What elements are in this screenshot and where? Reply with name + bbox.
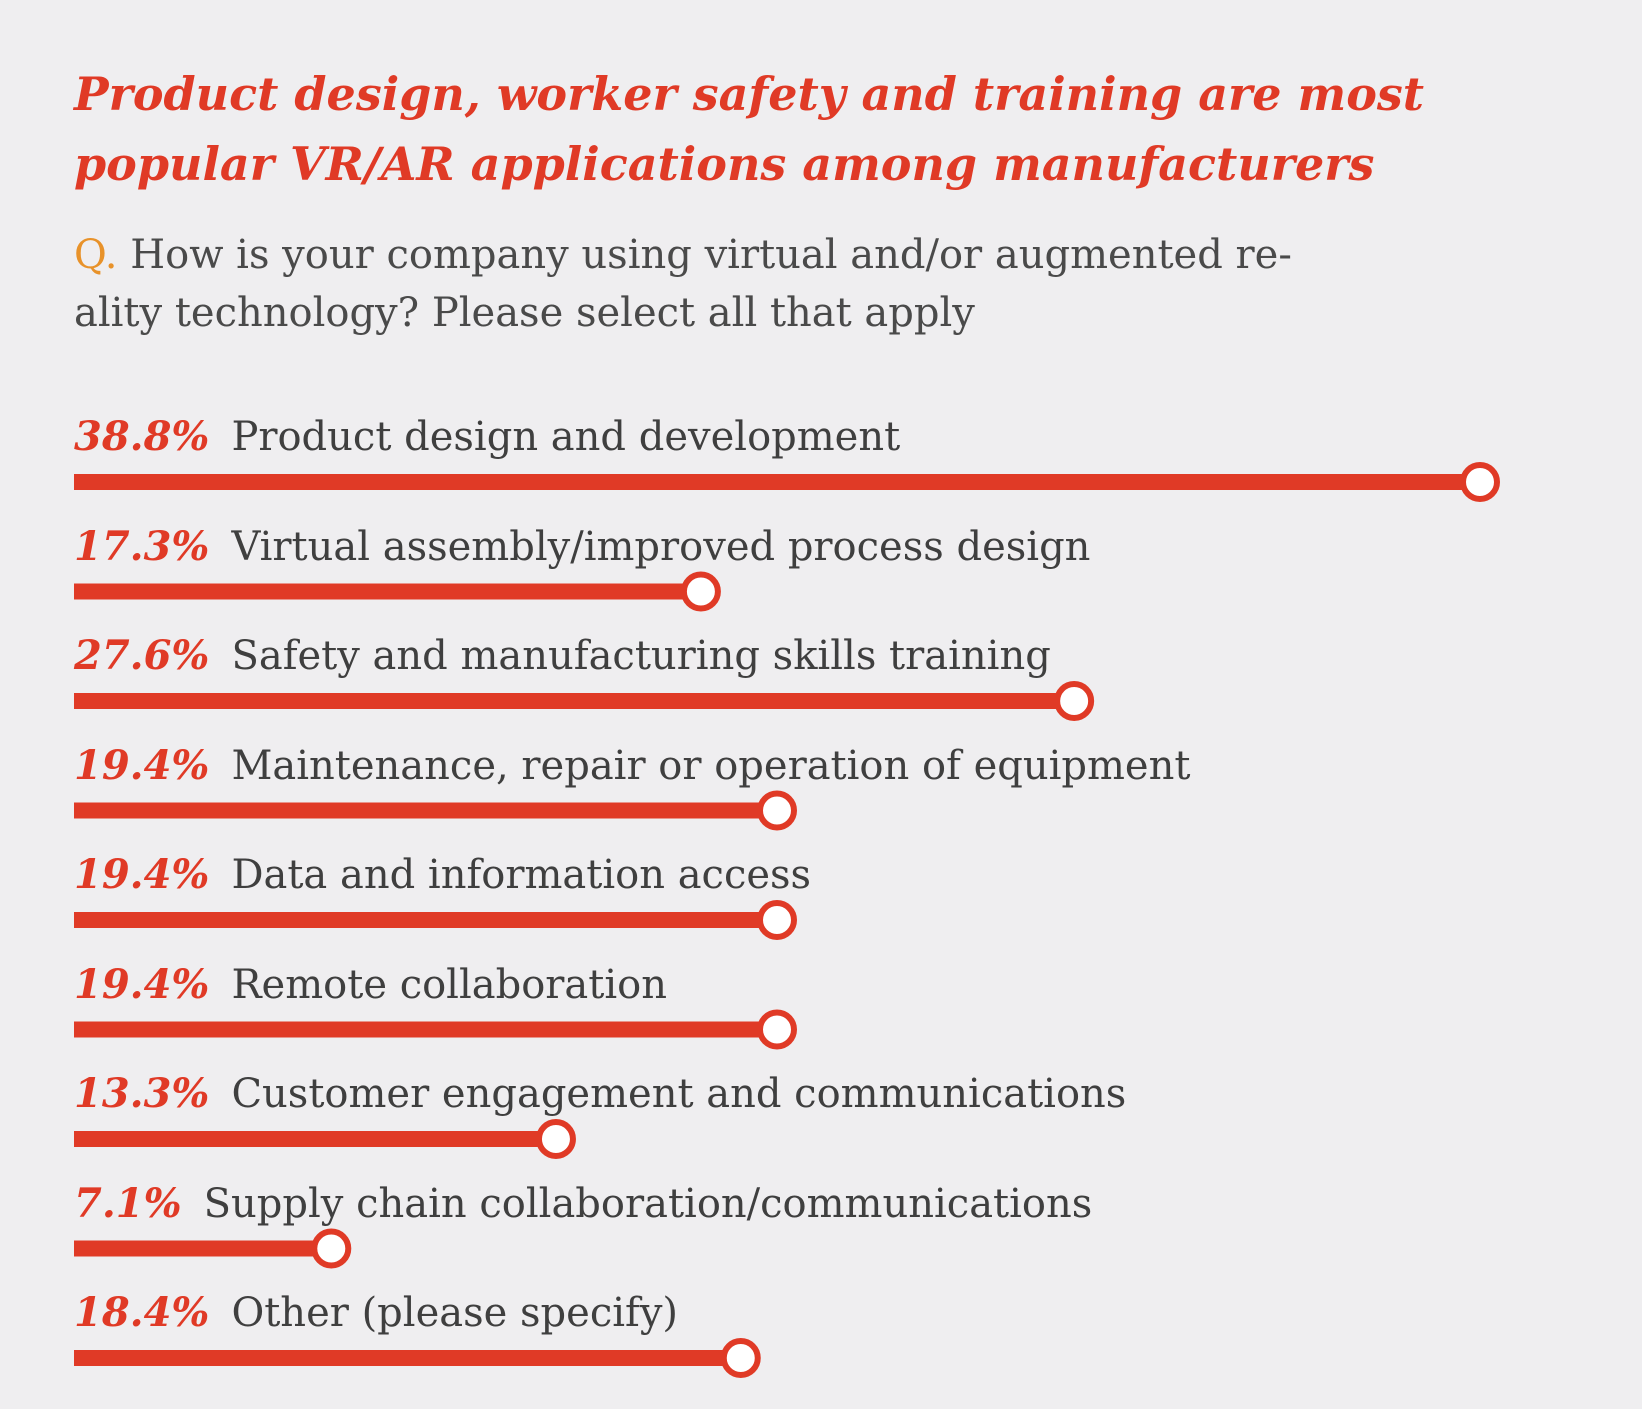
question-line-2: ality technology? Please select all that… (74, 290, 975, 336)
data-label: 17.3% (74, 522, 210, 570)
bar (74, 802, 777, 819)
bar (74, 1131, 556, 1147)
category-label: Product design and development (231, 414, 901, 460)
bar (74, 1240, 332, 1257)
bar (74, 583, 701, 600)
bar-end-marker (535, 1119, 576, 1159)
data-label: 7.1% (74, 1179, 182, 1227)
question-prefix: Q. (74, 232, 118, 278)
category-label: Supply chain collaboration/communication… (203, 1180, 1093, 1227)
bar (74, 1350, 741, 1366)
bar (74, 693, 1075, 709)
bar-end-marker (757, 1009, 797, 1050)
data-label: 19.4% (74, 960, 210, 1008)
data-label: 38.8% (74, 413, 210, 460)
category-label: Maintenance, repair or operation of equi… (231, 742, 1191, 789)
bar (74, 912, 777, 928)
data-label: 13.3% (74, 1070, 210, 1117)
question-line-1: Q. How is your company using virtual and… (74, 228, 1292, 282)
bar (74, 1021, 777, 1038)
category-label: Virtual assembly/improved process design (231, 523, 1091, 570)
data-label: 27.6% (74, 632, 210, 679)
category-label: Customer engagement and communications (231, 1071, 1127, 1117)
question-text-1: How is your company using virtual and/or… (117, 232, 1292, 278)
bar-end-marker (757, 900, 797, 940)
chart-title-line-2: popular VR/AR applications among manufac… (74, 137, 1375, 191)
bar (74, 474, 1480, 490)
category-label: Remote collaboration (231, 961, 667, 1008)
bar-end-marker (311, 1228, 352, 1269)
bar-end-marker (1054, 681, 1095, 721)
bar-end-marker (1460, 462, 1500, 502)
data-label: 19.4% (74, 851, 210, 898)
bar-end-marker (680, 571, 721, 612)
data-label: 18.4% (74, 1289, 210, 1336)
category-label: Safety and manufacturing skills training (231, 633, 1051, 679)
category-label: Other (please specify) (231, 1290, 679, 1336)
bar-end-marker (757, 790, 797, 831)
data-label: 19.4% (74, 741, 210, 789)
chart-title-line-1: Product design, worker safety and traini… (74, 67, 1425, 121)
bar-end-marker (720, 1338, 761, 1378)
category-label: Data and information access (231, 852, 812, 898)
